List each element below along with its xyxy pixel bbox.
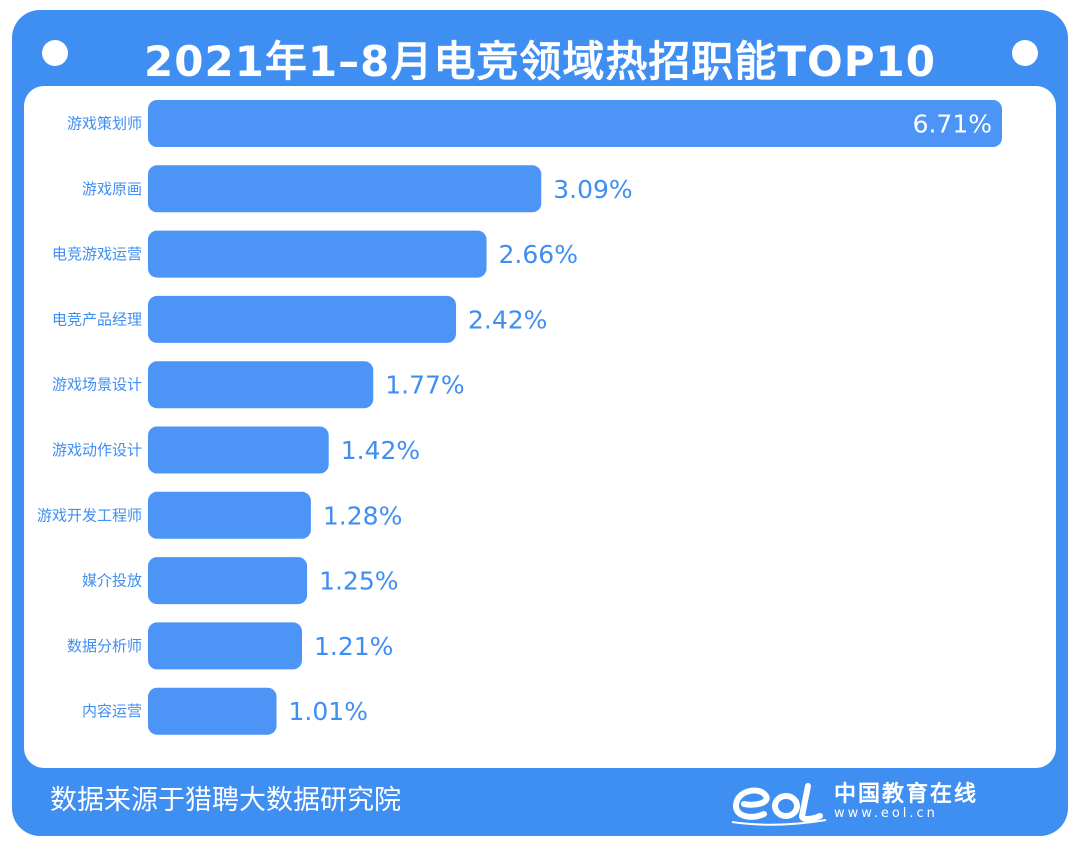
category-label: 游戏策划师 [67,115,142,133]
chart-frame: 2021年1–8月电竞领域热招职能TOP10 游戏策划师 6.71% 游戏原画 3.0… [12,10,1068,836]
category-label: 内容运营 [82,702,142,720]
value-label: 2.66% [499,240,578,269]
category-label: 电竞游戏运营 [52,245,142,263]
value-label: 6.71% [913,110,992,139]
decorative-dot-right [1012,40,1038,66]
value-label: 1.01% [289,697,368,726]
category-label: 游戏原画 [82,180,142,198]
brand-url: www.eol.cn [834,806,938,821]
data-source: 数据来源于猎聘大数据研究院 [50,785,401,816]
category-label: 游戏动作设计 [52,441,142,459]
value-label: 3.09% [553,175,632,204]
value-label: 1.21% [314,632,393,661]
category-label: 数据分析师 [67,637,142,655]
bar [148,100,1002,147]
bar [148,165,542,213]
value-label: 1.25% [319,567,398,596]
eol-logo-icon [731,783,827,826]
chart-title: 2021年1–8月电竞领域热招职能TOP10 [144,37,936,86]
bar [148,230,487,278]
bar [148,361,374,409]
value-label: 1.77% [385,371,464,400]
chart-panel: 游戏策划师 6.71% 游戏原画 3.09% 电竞游戏运营 2.66% 电竞产品经理 2.42… [24,86,1056,768]
bar [148,557,308,605]
category-label: 游戏场景设计 [52,376,142,394]
bar [148,295,456,343]
bar [148,491,311,539]
value-label: 2.42% [468,305,547,334]
brand-name: 中国教育在线 [834,782,979,807]
bar [148,426,329,474]
bar [148,622,302,670]
decorative-dot-left [42,40,68,66]
category-label: 游戏开发工程师 [37,506,142,524]
bar-chart: 游戏策划师 6.71% 游戏原画 3.09% 电竞游戏运营 2.66% 电竞产品经理 2.42… [37,100,1002,735]
value-label: 1.42% [341,436,420,465]
bar [148,687,277,735]
category-label: 电竞产品经理 [52,310,142,328]
category-label: 媒介投放 [82,572,142,590]
eol-brand: 中国教育在线 www.eol.cn [730,776,1020,828]
value-label: 1.28% [323,501,402,530]
